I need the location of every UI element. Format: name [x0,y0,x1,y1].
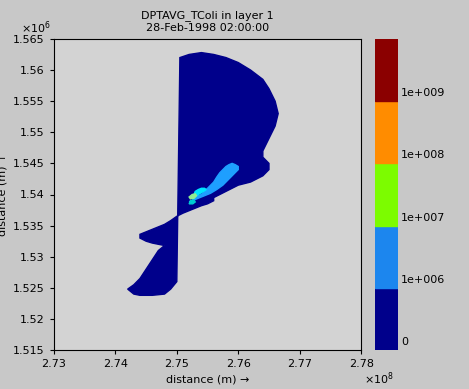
Text: 1e+007: 1e+007 [401,212,446,223]
X-axis label: distance (m) →: distance (m) → [166,375,249,385]
Text: $\times 10^8$: $\times 10^8$ [364,370,394,387]
Polygon shape [189,200,195,204]
Polygon shape [128,53,278,295]
Text: 1e+006: 1e+006 [401,275,446,285]
Polygon shape [192,188,206,199]
Title: DPTAVG_TColi in layer 1
28-Feb-1998 02:00:00: DPTAVG_TColi in layer 1 28-Feb-1998 02:0… [141,10,274,33]
Bar [375,39,398,101]
Text: 0: 0 [401,337,408,347]
Text: $\times 10^6$: $\times 10^6$ [21,19,51,36]
Bar [375,288,398,350]
Polygon shape [189,163,238,202]
Bar [375,101,398,163]
Bar [375,163,398,226]
Bar [375,226,398,288]
Polygon shape [189,194,197,199]
Y-axis label: distance (m) ↑: distance (m) ↑ [0,153,8,236]
Text: 1e+009: 1e+009 [401,88,446,98]
Text: 1e+008: 1e+008 [401,150,446,160]
